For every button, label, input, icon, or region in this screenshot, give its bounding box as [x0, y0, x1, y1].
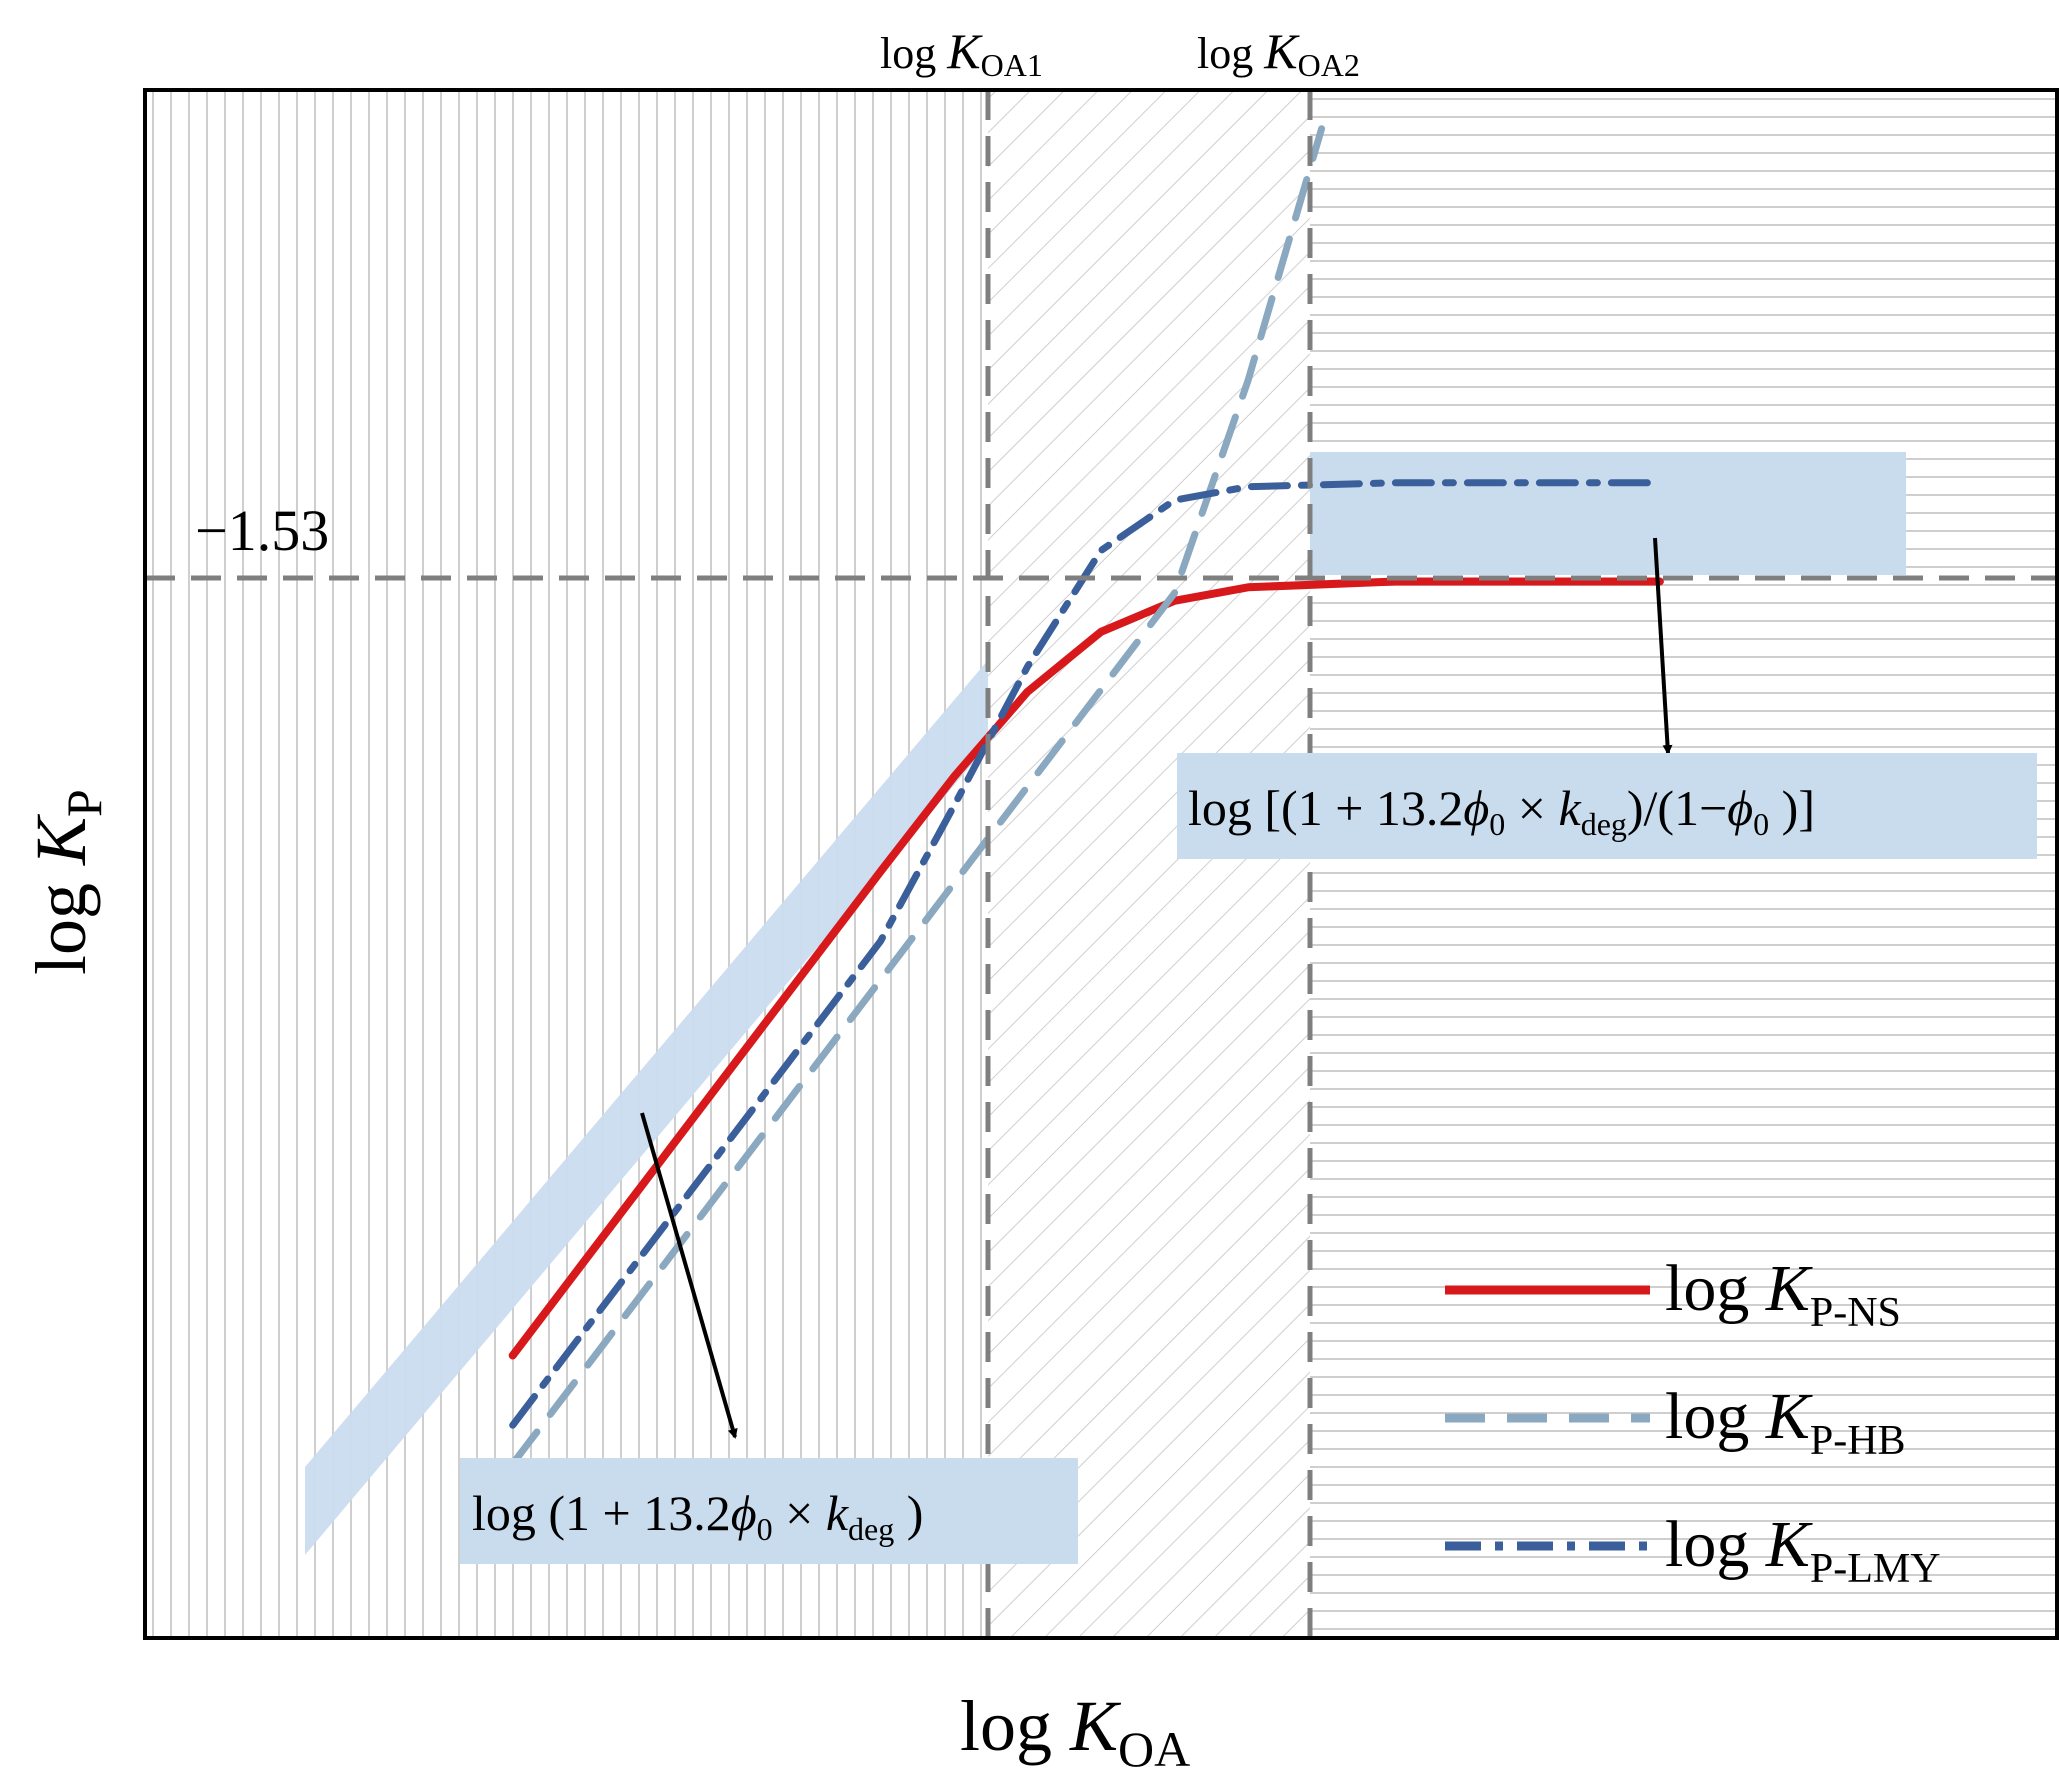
annotation-upper-tail: )]	[1769, 780, 1815, 836]
annotation-lower-tail: )	[894, 1485, 923, 1541]
region-right-horizontal-hatch	[1310, 90, 2057, 1638]
y-reference-label: −1.53	[195, 498, 329, 563]
shaded-band-lower	[305, 660, 988, 1555]
legend-label-ns: log KP-NS	[1665, 1252, 1901, 1336]
annotation-upper-text: log [(1 + 13.2ϕ0 × kdeg)/(1−ϕ0 )]	[1188, 780, 1815, 842]
legend-label-lmy: log KP-LMY	[1665, 1508, 1941, 1592]
region-middle-diagonal-hatch	[988, 90, 1310, 1638]
annotation-upper-main: log [(1 + 13.2	[1188, 780, 1463, 836]
plot-frame	[143, 88, 2059, 1640]
annotation-lower-phi-sub: 0	[757, 1511, 773, 1547]
series-line-p-hb	[509, 125, 1326, 1468]
annotation-upper-phi2: ϕ	[1727, 780, 1753, 836]
annotation-lower-k: k	[826, 1485, 849, 1541]
annotation-upper-k-sub: deg	[1581, 806, 1627, 842]
annotation-upper-phi2-sub: 0	[1753, 806, 1769, 842]
shaded-band-upper	[1310, 452, 1906, 575]
annotation-upper-phi-sub: 0	[1489, 806, 1505, 842]
annotation-lower-k-sub: deg	[848, 1511, 894, 1547]
annotation-lower-phi: ϕ	[731, 1485, 757, 1541]
annotation-upper-phi: ϕ	[1463, 780, 1489, 836]
annotation-lower-main: log (1 + 13.2	[472, 1485, 731, 1541]
annotation-arrow-upper	[1653, 537, 1673, 755]
annotation-box-lower	[460, 1458, 1078, 1564]
y-axis-label: log KP	[21, 789, 112, 975]
x-axis-label: log KOA	[960, 1686, 1190, 1777]
x-marker-label-koa1: log KOA1	[880, 23, 1043, 83]
annotation-arrow-lower	[640, 1112, 738, 1439]
annotation-lower-times: ×	[773, 1485, 826, 1541]
annotation-lower-text: log (1 + 13.2ϕ0 × kdeg )	[472, 1485, 923, 1547]
annotation-box-upper	[1177, 753, 2037, 859]
x-marker-label-koa2: log KOA2	[1197, 23, 1360, 83]
legend: log KP-NS log KP-HB log KP-LMY	[1445, 1252, 1941, 1592]
annotation-upper-mid: )/(1−	[1627, 780, 1727, 836]
annotation-upper-times: ×	[1505, 780, 1558, 836]
annotation-upper-k: k	[1558, 780, 1581, 836]
legend-label-hb: log KP-HB	[1665, 1380, 1906, 1464]
